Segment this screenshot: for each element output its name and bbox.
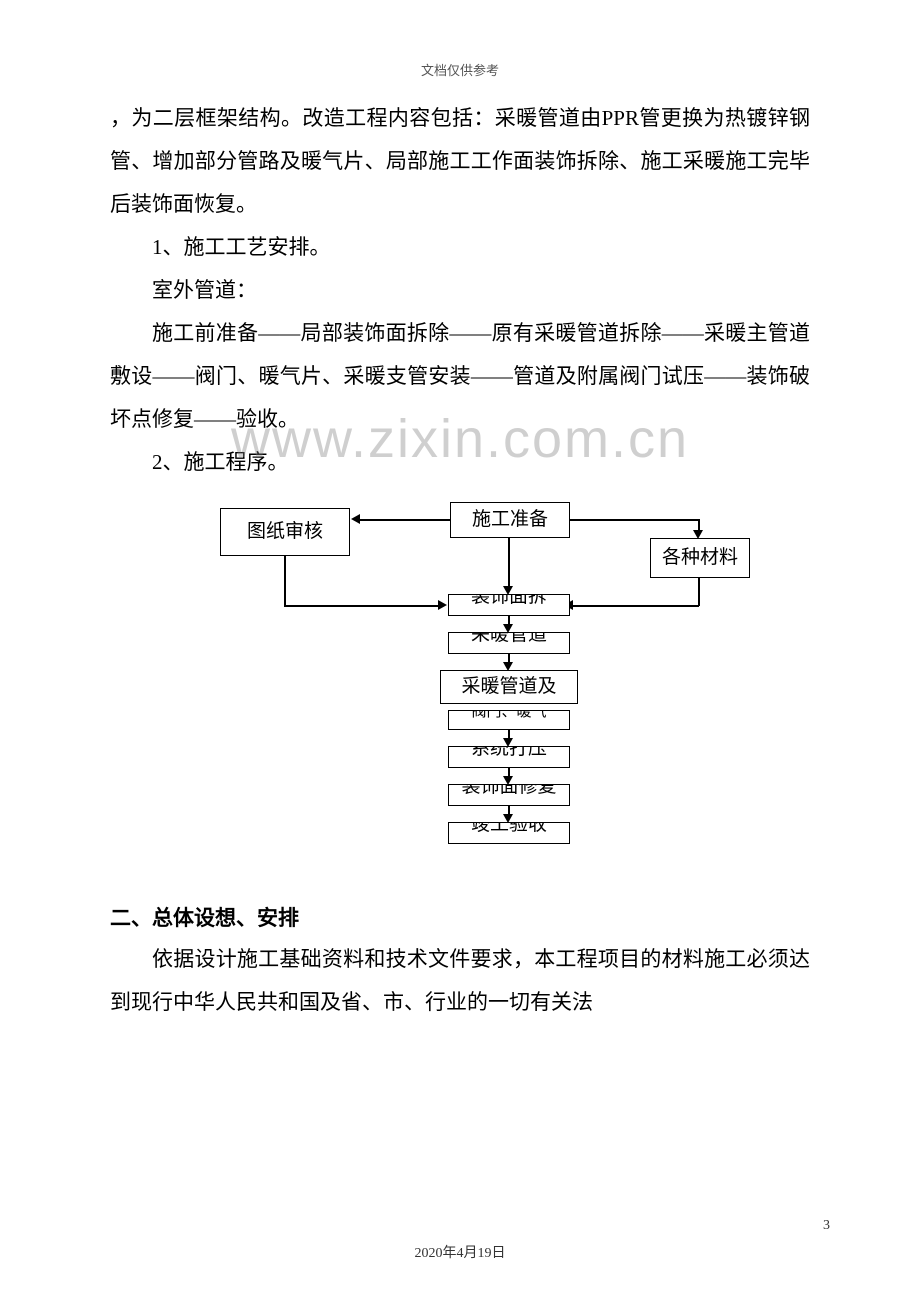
paragraph-3: 室外管道： xyxy=(110,269,810,312)
paragraph-6: 依据设计施工基础资料和技术文件要求，本工程项目的材料施工必须达到现行中华人民共和… xyxy=(110,938,810,1024)
paragraph-1: ，为二层框架结构。改造工程内容包括：采暖管道由PPR管更换为热镀锌钢管、增加部分… xyxy=(110,97,810,226)
flow-node-label: 装饰面修复 xyxy=(461,784,556,798)
page-number: 3 xyxy=(823,1218,830,1234)
flow-node-label: 各种材料 xyxy=(662,547,738,570)
body-text-2: 依据设计施工基础资料和技术文件要求，本工程项目的材料施工必须达到现行中华人民共和… xyxy=(110,938,810,1024)
flow-node-label: 竣工验收 xyxy=(471,822,547,836)
flow-node-label: 图纸审核 xyxy=(247,521,323,544)
flow-node-pipe: 采暖管道 xyxy=(448,632,570,654)
flowchart: 图纸审核 施工准备 各种材料 装饰面拆 xyxy=(190,502,750,882)
flow-arrow xyxy=(284,556,286,606)
flow-node-restore: 装饰面修复 xyxy=(448,784,570,806)
flow-node-label: 施工准备 xyxy=(472,509,548,532)
document-page: 文档仅供参考 ，为二层框架结构。改造工程内容包括：采暖管道由PPR管更换为热镀锌… xyxy=(0,0,920,1065)
section-2-title: 二、总体设想、安排 xyxy=(110,902,810,932)
flow-node-demolish: 装饰面拆 xyxy=(448,594,570,616)
flow-node-label: 采暖管道及 xyxy=(461,676,556,699)
arrow-head-icon xyxy=(438,600,447,610)
flow-arrow xyxy=(572,605,699,607)
footer-date: 2020年4月19日 xyxy=(0,1242,920,1262)
flow-arrow xyxy=(698,578,700,606)
flow-node-label: 阀门、暖气 xyxy=(471,710,546,721)
header-note: 文档仅供参考 xyxy=(110,60,810,79)
flow-node-review: 图纸审核 xyxy=(220,508,350,556)
flow-arrow xyxy=(508,538,510,588)
body-text: ，为二层框架结构。改造工程内容包括：采暖管道由PPR管更换为热镀锌钢管、增加部分… xyxy=(110,97,810,484)
flow-node-materials: 各种材料 xyxy=(650,538,750,578)
arrow-head-icon xyxy=(351,514,360,524)
flow-node-label: 装饰面拆 xyxy=(471,594,547,608)
flow-arrow xyxy=(360,519,450,521)
flow-node-prepare: 施工准备 xyxy=(450,502,570,538)
flow-node-pressure: 系统打压 xyxy=(448,746,570,768)
paragraph-4: 施工前准备——局部装饰面拆除——原有采暖管道拆除——采暖主管道敷设——阀门、暖气… xyxy=(110,312,810,441)
flow-node-install-a: 采暖管道及 xyxy=(440,670,578,704)
flow-node-install-b: 阀门、暖气 xyxy=(448,710,570,730)
arrow-head-icon xyxy=(693,530,703,539)
flow-node-accept: 竣工验收 xyxy=(448,822,570,844)
flow-node-label: 采暖管道 xyxy=(471,632,547,646)
flow-node-label: 系统打压 xyxy=(471,746,547,760)
paragraph-2: 1、施工工艺安排。 xyxy=(110,226,810,269)
flow-arrow xyxy=(284,605,440,607)
flow-arrow xyxy=(570,519,698,521)
paragraph-5: 2、施工程序。 xyxy=(110,441,810,484)
